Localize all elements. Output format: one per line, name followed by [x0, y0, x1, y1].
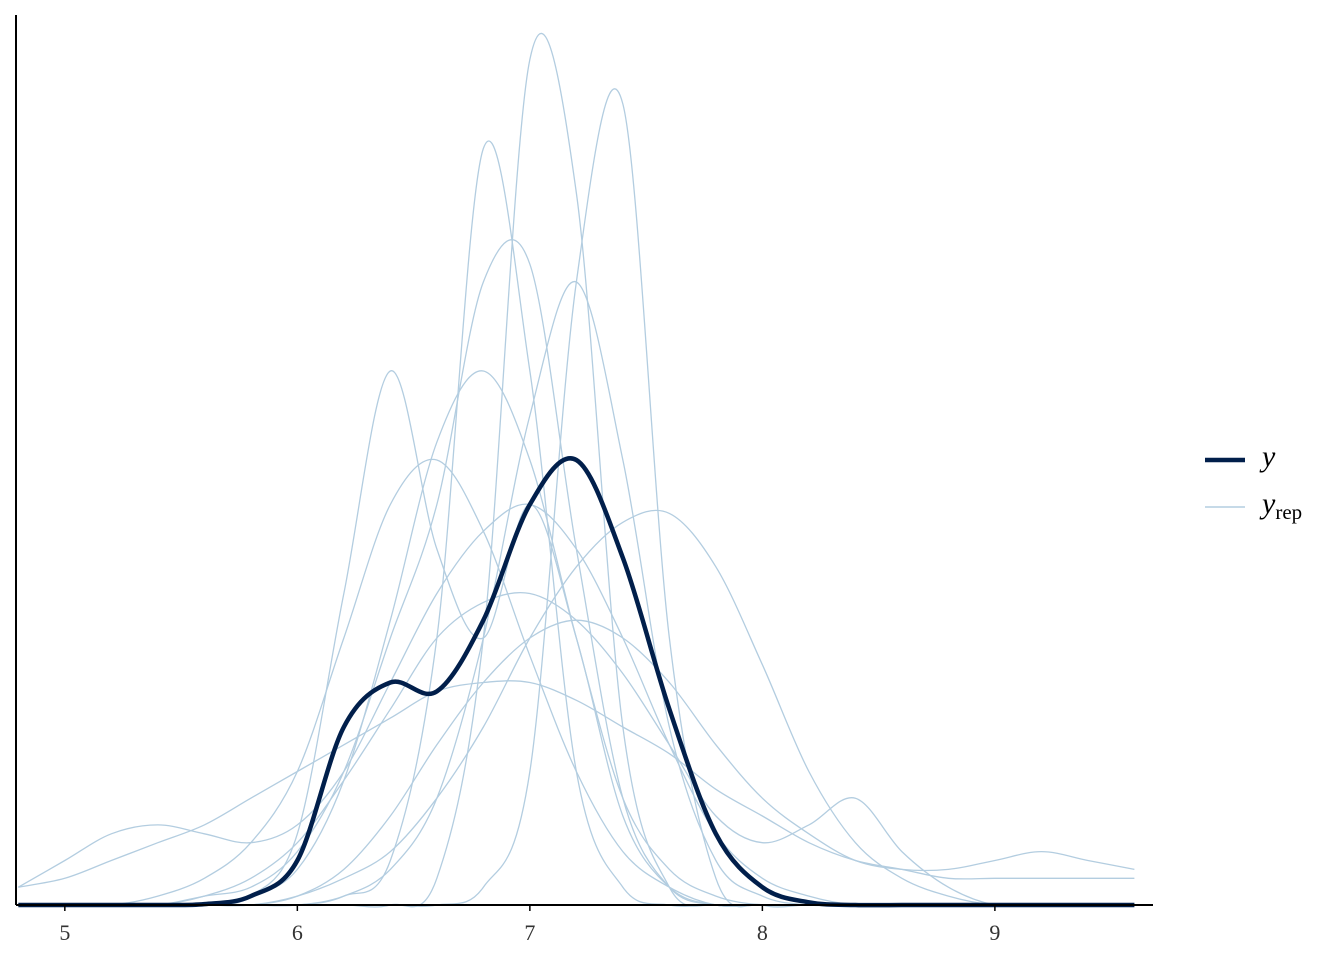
legend-label-yrep-base: y	[1259, 487, 1276, 520]
yrep-curve	[18, 239, 1135, 907]
yrep-curve	[18, 509, 1135, 907]
legend: y yrep	[1205, 440, 1302, 524]
plot-area	[18, 32, 1135, 908]
yrep-curve	[18, 32, 1135, 908]
yrep-curve	[18, 619, 1135, 907]
yrep-curve	[18, 370, 1135, 907]
x-tick-label: 5	[59, 920, 70, 945]
legend-label-yrep-sub: rep	[1275, 500, 1302, 524]
yrep-curve	[18, 140, 1135, 907]
x-tick-label: 7	[524, 920, 535, 945]
legend-label-yrep: yrep	[1259, 487, 1302, 524]
legend-label-y: y	[1259, 440, 1276, 473]
y-curve	[18, 456, 1135, 908]
yrep-curve	[18, 281, 1135, 907]
yrep-curve	[18, 458, 1135, 907]
x-tick-label: 6	[292, 920, 303, 945]
x-tick-label: 9	[989, 920, 1000, 945]
yrep-curve	[18, 680, 1135, 888]
yrep-curve	[18, 88, 1135, 908]
x-tick-label: 8	[757, 920, 768, 945]
yrep-curve	[18, 503, 1135, 907]
x-ticks: 5 6 7 8 9	[59, 905, 1000, 945]
